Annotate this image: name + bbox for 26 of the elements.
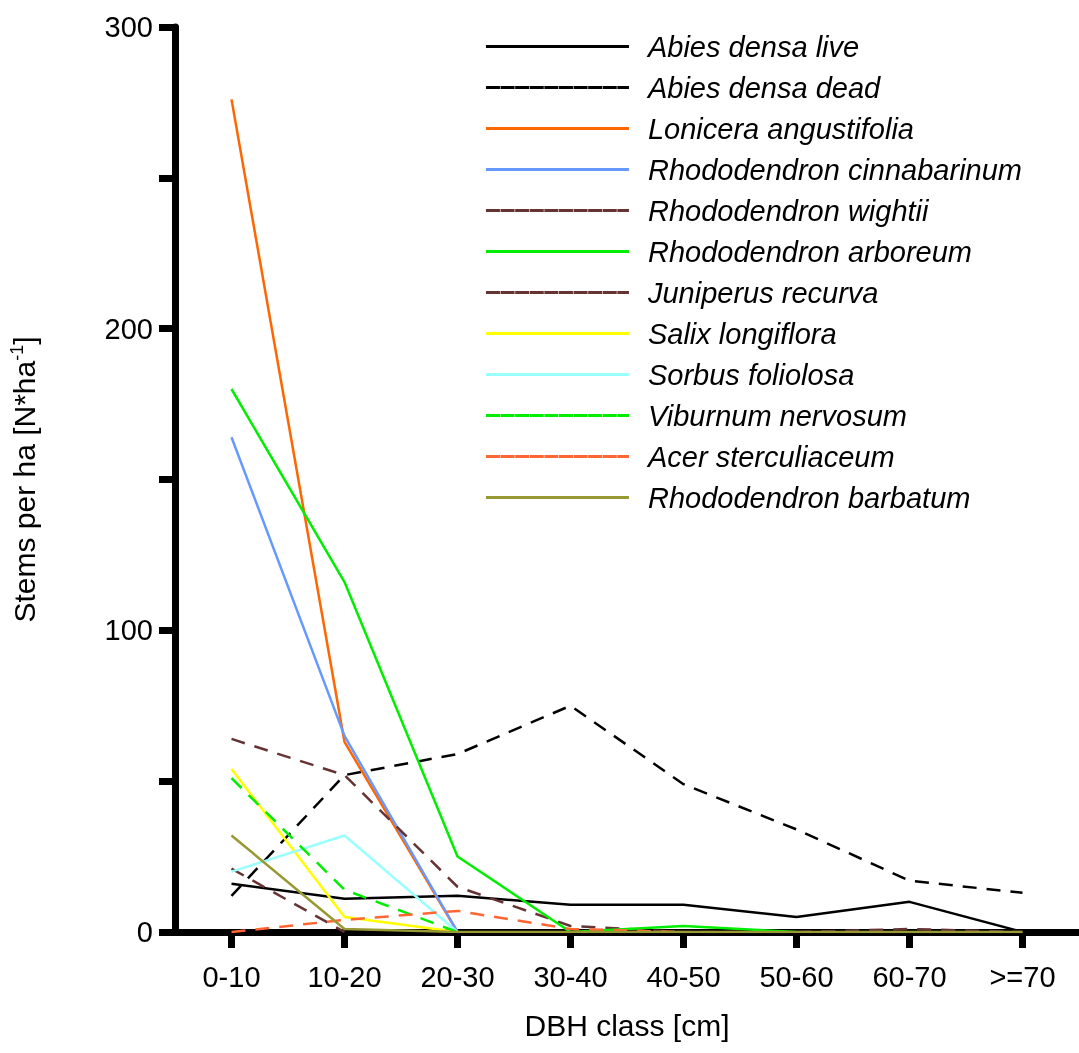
legend-label: Rhododendron arboreum <box>647 235 973 268</box>
legend-label: Rhododendron cinnabarinum <box>647 153 1023 186</box>
legend-label: Rhododendron wightii <box>647 194 931 227</box>
legend-label: Viburnum nervosum <box>647 399 907 432</box>
x-axis-title: DBH class [cm] <box>524 1008 730 1042</box>
x-tick-label: 0-10 <box>202 960 261 993</box>
x-tick-label: 20-30 <box>420 960 495 993</box>
x-tick-label: 30-40 <box>533 960 608 993</box>
legend-label: Acer sterculiaceum <box>645 440 895 473</box>
legend-label: Abies densa live <box>645 30 860 63</box>
legend-label: Abies densa dead <box>645 71 882 104</box>
legend-label: Salix longiflora <box>647 317 837 350</box>
x-tick-label: 50-60 <box>759 960 834 993</box>
legend-label: Lonicera angustifolia <box>647 112 914 145</box>
y-tick-label: 200 <box>104 312 153 345</box>
x-tick-label: >=70 <box>989 960 1056 993</box>
y-axis-title: Stems per ha [N*ha-1] <box>7 336 41 623</box>
x-tick-label: 10-20 <box>307 960 382 993</box>
y-tick-label: 100 <box>104 614 153 647</box>
legend-label: Sorbus foliolosa <box>647 358 855 391</box>
legend-label: Juniperus recurva <box>646 276 879 309</box>
x-tick-label: 40-50 <box>646 960 721 993</box>
y-tick-label: 0 <box>136 916 153 948</box>
legend-label: Rhododendron barbatum <box>647 481 971 514</box>
x-tick-label: 60-70 <box>872 960 947 993</box>
y-tick-label: 300 <box>104 11 153 43</box>
